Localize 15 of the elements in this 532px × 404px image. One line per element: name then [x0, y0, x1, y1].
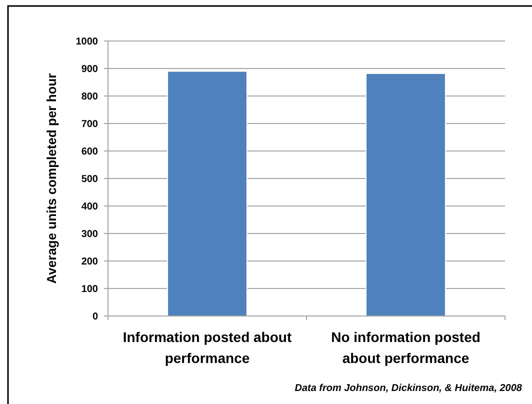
y-tick-label: 1000: [76, 36, 98, 48]
y-tick-label: 400: [81, 202, 98, 212]
y-tick-label: 600: [81, 146, 98, 158]
y-axis-title: Average units completed per hour: [44, 73, 59, 284]
text: Data from Johnson, Dickinson, & Huitema, 2008: [294, 383, 522, 394]
x-tick-label: No information posted about performance: [331, 329, 480, 366]
y-tick-label: 100: [81, 284, 98, 295]
x-tick-label: Information posted about performance: [122, 329, 292, 366]
y-tick-label: 800: [81, 92, 98, 102]
y-tick-label: 200: [81, 256, 98, 268]
y-tick-label: 900: [81, 64, 98, 75]
y-tick-label: 500: [81, 174, 98, 185]
y-tick-label: 0: [92, 312, 98, 322]
y-tick-label: 700: [81, 119, 98, 130]
y-tick-label: 300: [81, 229, 98, 240]
